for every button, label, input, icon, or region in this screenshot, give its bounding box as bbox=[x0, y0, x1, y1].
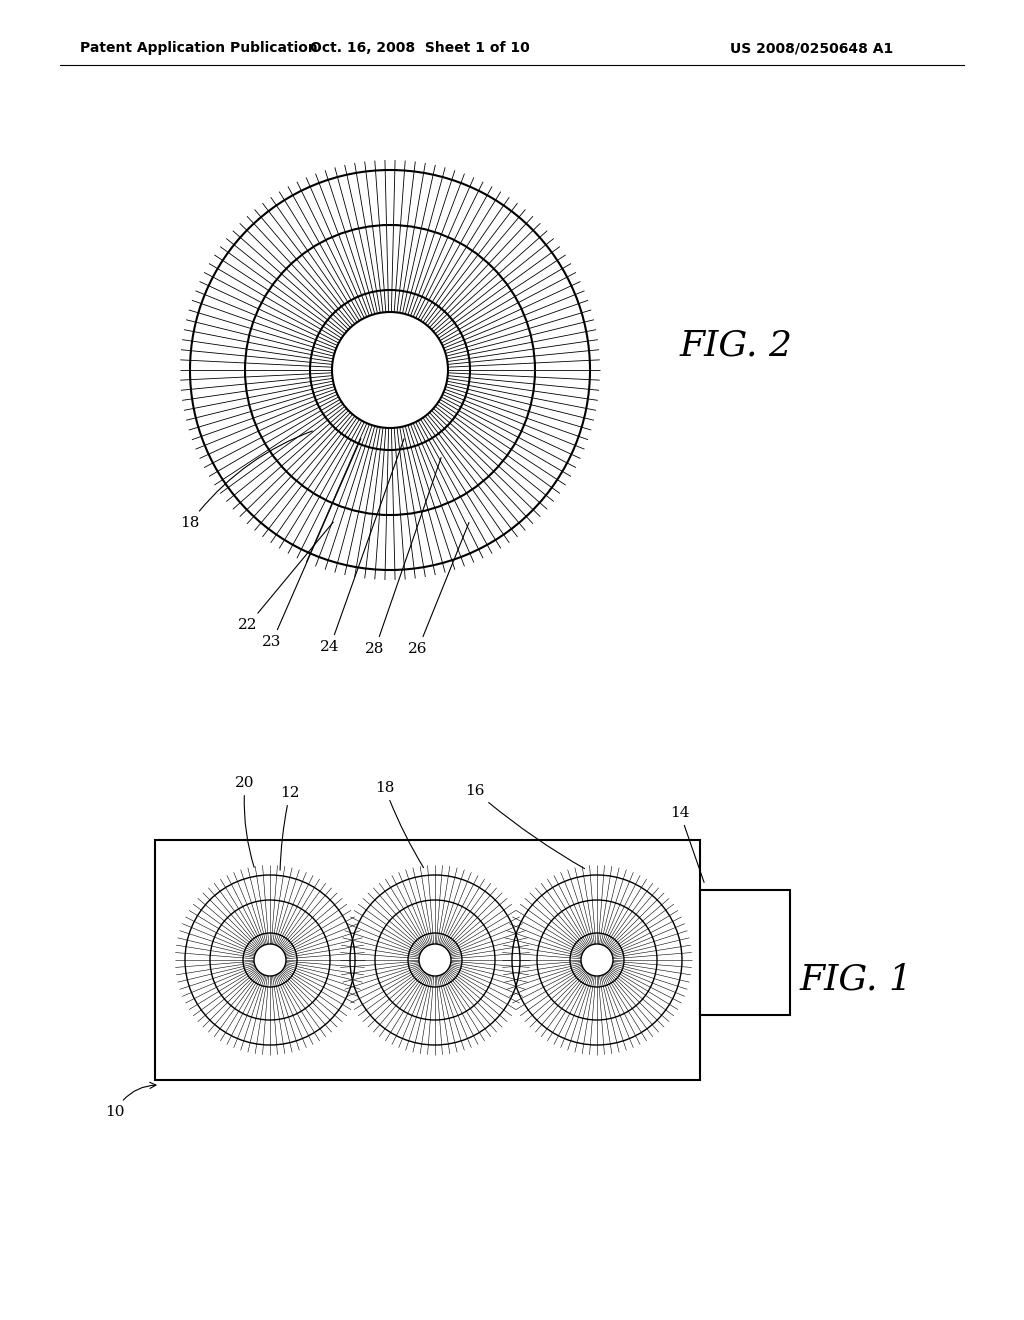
Circle shape bbox=[254, 944, 286, 975]
Text: 12: 12 bbox=[281, 785, 300, 870]
Text: 23: 23 bbox=[262, 438, 360, 649]
Text: US 2008/0250648 A1: US 2008/0250648 A1 bbox=[730, 41, 893, 55]
Circle shape bbox=[419, 944, 451, 975]
Text: 26: 26 bbox=[409, 523, 469, 656]
Text: 24: 24 bbox=[321, 438, 404, 653]
Circle shape bbox=[332, 312, 449, 428]
Bar bbox=[700, 890, 790, 1015]
Text: FIG. 2: FIG. 2 bbox=[680, 327, 793, 362]
Text: 10: 10 bbox=[105, 1082, 156, 1119]
Text: 28: 28 bbox=[366, 458, 441, 656]
Text: 16: 16 bbox=[465, 784, 585, 869]
Text: 14: 14 bbox=[671, 807, 705, 882]
Text: 22: 22 bbox=[239, 523, 333, 632]
Text: FIG. 1: FIG. 1 bbox=[800, 964, 913, 997]
Circle shape bbox=[581, 944, 613, 975]
Text: 18: 18 bbox=[376, 781, 424, 867]
Text: 20: 20 bbox=[236, 776, 255, 867]
Text: Patent Application Publication: Patent Application Publication bbox=[80, 41, 317, 55]
Text: 18: 18 bbox=[180, 430, 312, 531]
Text: Oct. 16, 2008  Sheet 1 of 10: Oct. 16, 2008 Sheet 1 of 10 bbox=[310, 41, 529, 55]
Bar bbox=[155, 840, 700, 1080]
